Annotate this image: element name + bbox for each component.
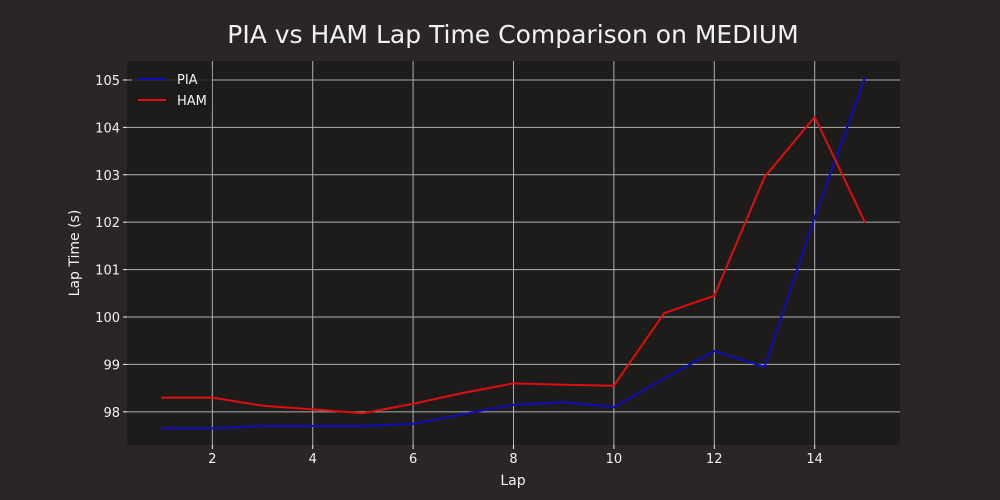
- y-tick-label: 103: [95, 169, 120, 184]
- y-tick-label: 100: [95, 311, 120, 326]
- x-tick-label: 10: [606, 452, 623, 467]
- x-tick-label: 4: [309, 452, 317, 467]
- y-tick-label: 102: [95, 216, 120, 231]
- data-point-ham: [863, 221, 866, 224]
- x-tick-label: 2: [208, 452, 216, 467]
- data-point-pia: [813, 216, 816, 219]
- data-point-ham: [261, 404, 264, 407]
- data-point-ham: [211, 396, 214, 399]
- x-axis-label: Lap: [500, 473, 525, 489]
- data-point-ham: [663, 312, 666, 315]
- data-point-ham: [462, 391, 465, 394]
- data-point-ham: [412, 402, 415, 405]
- y-axis-label: Lap Time (s): [67, 210, 83, 297]
- data-point-pia: [412, 422, 415, 425]
- y-tick-label: 104: [95, 121, 120, 136]
- data-point-ham: [713, 294, 716, 297]
- data-point-ham: [361, 412, 364, 415]
- grid: [127, 61, 900, 445]
- legend-label-pia: PIA: [177, 73, 198, 88]
- y-tick-label: 98: [103, 406, 120, 421]
- y-tick-label: 99: [103, 358, 120, 373]
- data-point-ham: [763, 176, 766, 179]
- data-point-pia: [863, 76, 866, 79]
- data-point-pia: [562, 401, 565, 404]
- data-point-pia: [311, 425, 314, 428]
- x-tick-label: 14: [806, 452, 823, 467]
- y-tick-label: 101: [95, 264, 120, 279]
- x-axis-ticks: 2 4 6 8 10 12 14: [208, 445, 823, 467]
- x-tick-label: 6: [409, 452, 417, 467]
- data-point-ham: [813, 115, 816, 118]
- data-point-ham: [161, 396, 164, 399]
- data-point-pia: [612, 406, 615, 409]
- data-point-pia: [211, 427, 214, 430]
- data-point-pia: [763, 365, 766, 368]
- data-point-pia: [512, 403, 515, 406]
- y-tick-label: 105: [95, 74, 120, 89]
- legend-label-ham: HAM: [177, 94, 207, 109]
- data-point-pia: [462, 413, 465, 416]
- data-point-ham: [562, 383, 565, 386]
- data-point-pia: [161, 427, 164, 430]
- y-axis-ticks: 98 99 100 101 102 103 104 105: [95, 74, 127, 421]
- data-point-ham: [311, 408, 314, 411]
- x-tick-label: 8: [509, 452, 517, 467]
- legend: PIA HAM: [132, 66, 212, 114]
- data-point-ham: [512, 382, 515, 385]
- data-point-ham: [612, 384, 615, 387]
- data-point-pia: [261, 425, 264, 428]
- x-tick-label: 12: [706, 452, 723, 467]
- data-point-pia: [663, 377, 666, 380]
- chart-title: PIA vs HAM Lap Time Comparison on MEDIUM: [227, 20, 798, 49]
- data-point-pia: [361, 425, 364, 428]
- data-point-pia: [713, 350, 716, 353]
- series-lines: [161, 76, 866, 430]
